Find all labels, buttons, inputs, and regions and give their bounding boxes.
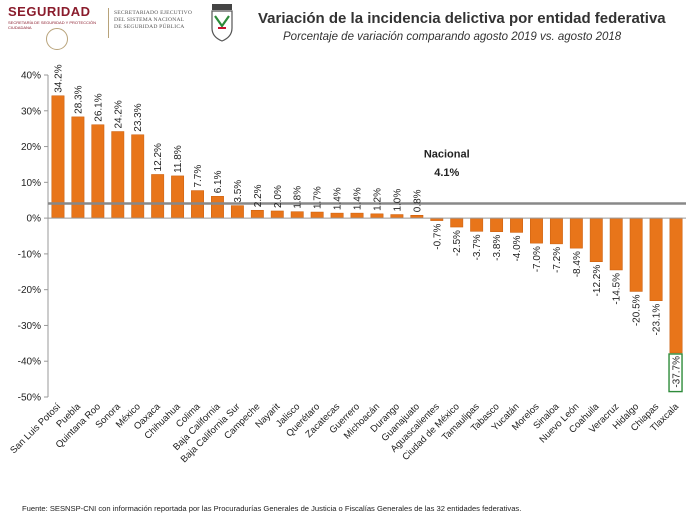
bar (629, 217, 643, 292)
agency-line-3: DE SEGURIDAD PÚBLICA (114, 24, 185, 30)
y-tick-label: 40% (21, 71, 41, 82)
value-label: 34.2% (53, 64, 64, 92)
value-label: 1.4% (353, 187, 364, 210)
bar (510, 217, 523, 233)
value-label: 28.3% (73, 85, 84, 113)
sesnsp-logo-text: SECRETARIADO EJECUTIVO DEL SISTEMA NACIO… (114, 10, 200, 31)
value-label: -23.1% (652, 304, 663, 336)
bar (530, 217, 543, 244)
y-tick-label: -40% (18, 357, 41, 368)
shield-emblem-icon (211, 4, 233, 42)
value-label: -12.2% (592, 265, 603, 297)
bar (609, 217, 623, 271)
value-label: -7.2% (552, 247, 563, 273)
y-tick-label: -20% (18, 285, 41, 296)
seguridad-logo: SEGURIDAD SECRETARÍA DE SEGURIDAD Y PROT… (8, 4, 108, 52)
y-tick-label: -50% (18, 393, 41, 404)
value-label: -20.5% (632, 294, 643, 326)
y-tick-label: 0% (27, 214, 42, 225)
bar (250, 209, 264, 219)
value-label: -3.8% (492, 235, 503, 261)
y-tick-label: 30% (21, 106, 41, 117)
value-label: 1.7% (313, 186, 324, 209)
source-note: Fuente: SESNSP-CNI con información repor… (22, 504, 522, 513)
bar (171, 175, 185, 219)
value-label: 2.0% (273, 185, 284, 208)
value-label: 26.1% (93, 93, 104, 121)
value-label: 6.1% (213, 170, 224, 193)
brand-subtitle: SECRETARÍA DE SEGURIDAD Y PROTECCIÓN CIU… (8, 20, 97, 30)
value-label: 1.2% (372, 188, 383, 211)
bar (350, 212, 364, 219)
value-label: -2.5% (452, 230, 463, 256)
value-label: 11.8% (173, 145, 184, 173)
chart-subtitle: Porcentaje de variación comparando agost… (283, 31, 622, 43)
value-label: -4.0% (512, 235, 523, 261)
national-value-label: 4.1% (434, 167, 459, 179)
agency-line-1: SECRETARIADO EJECUTIVO (114, 10, 193, 16)
chart-title: Variación de la incidencia delictiva por… (258, 10, 666, 27)
bar (669, 217, 683, 354)
header: SEGURIDAD SECRETARÍA DE SEGURIDAD Y PROT… (0, 0, 700, 60)
bar (151, 174, 165, 219)
bar (310, 211, 324, 219)
value-label: -14.5% (612, 273, 623, 305)
bar (131, 134, 145, 219)
bar (230, 205, 244, 219)
bar (490, 217, 504, 232)
bar (290, 211, 304, 219)
value-label: 1.0% (392, 189, 403, 212)
value-label: -0.7% (432, 224, 443, 250)
bar (330, 212, 344, 219)
bar (589, 217, 603, 263)
bar (470, 217, 484, 232)
bar (549, 217, 563, 245)
brand-name: SEGURIDAD (8, 4, 91, 19)
highlight-box (668, 353, 683, 393)
national-seal-icon (46, 28, 68, 50)
y-tick-label: 20% (21, 142, 41, 153)
bar (450, 217, 464, 228)
national-label: Nacional (424, 148, 470, 160)
value-label: 23.3% (133, 103, 144, 131)
value-label: -8.4% (572, 251, 583, 277)
bar (390, 214, 404, 219)
bar (569, 217, 583, 249)
value-label: 1.4% (333, 187, 344, 210)
value-label: 24.2% (113, 100, 124, 128)
y-tick-label: -10% (18, 249, 41, 260)
value-label: 12.2% (153, 143, 164, 171)
bar (111, 131, 125, 219)
value-label: 1.8% (293, 186, 304, 209)
bar (649, 217, 663, 302)
value-label: 2.2% (253, 184, 264, 207)
bar (370, 213, 384, 219)
bar (211, 196, 224, 219)
agency-line-2: DEL SISTEMA NACIONAL (114, 17, 185, 23)
category-label: San Luis Potosí (8, 401, 63, 456)
value-label: 7.7% (193, 165, 204, 188)
y-tick-label: 10% (21, 178, 41, 189)
value-label: -3.7% (472, 234, 483, 260)
y-tick-label: -30% (18, 321, 41, 332)
value-label: -37.7% (672, 356, 683, 388)
bar (51, 95, 65, 219)
value-label: 3.5% (233, 180, 244, 203)
header-divider (108, 8, 109, 38)
value-label: 0.8% (412, 189, 423, 212)
bar (270, 210, 284, 219)
value-label: -7.0% (532, 246, 543, 272)
